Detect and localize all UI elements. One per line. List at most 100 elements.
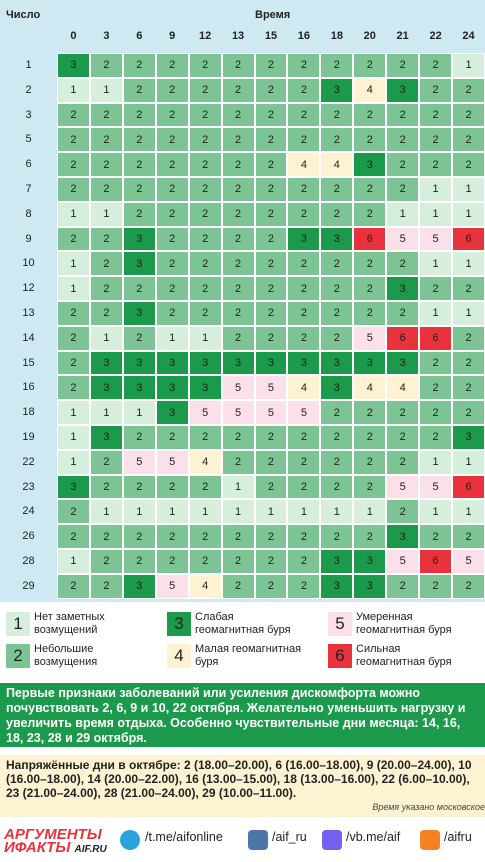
cell: 2: [386, 152, 420, 177]
day-label: 2: [25, 83, 32, 96]
cell: 6: [419, 549, 453, 574]
cell: 2: [57, 375, 90, 401]
cell: 1: [419, 251, 453, 277]
cell: 6: [353, 226, 387, 252]
cell: 2: [287, 251, 321, 277]
cell: 2: [57, 102, 90, 128]
cell: 2: [89, 301, 123, 326]
cell: 2: [155, 276, 189, 301]
column-label: 16: [297, 30, 311, 42]
cell: 2: [155, 226, 189, 252]
cell: 2: [419, 375, 453, 401]
legend-swatch: 4: [167, 644, 191, 668]
cell: 2: [254, 549, 288, 574]
cell: 2: [57, 573, 90, 599]
cell: 2: [320, 251, 354, 277]
cell: 2: [221, 177, 255, 202]
cell: 3: [386, 276, 420, 301]
cell: 2: [419, 127, 453, 153]
cell: 2: [155, 127, 189, 153]
day-label: 13: [22, 307, 35, 319]
cell: 6: [452, 226, 485, 252]
link[interactable]: /t.me/aifonline: [145, 830, 223, 844]
cell: 1: [57, 425, 90, 450]
cell: 1: [89, 499, 123, 525]
cell: 2: [254, 301, 288, 326]
day-label: 10: [22, 257, 35, 270]
logo: АРГУМЕНТЫ ИФАКТЫ AIF.RU: [4, 826, 107, 856]
link[interactable]: /vb.me/aif: [346, 830, 401, 844]
column-label: 13: [231, 30, 245, 42]
cell: 1: [452, 201, 485, 227]
cell: 2: [122, 425, 156, 450]
cell: 2: [452, 77, 485, 103]
cell: 2: [320, 127, 354, 153]
cell: 2: [122, 102, 156, 128]
cell: 2: [89, 226, 123, 252]
cell: 5: [155, 573, 189, 599]
cell: 2: [122, 524, 156, 549]
cell: 2: [287, 127, 321, 153]
link[interactable]: /aif_ru: [272, 830, 307, 844]
cell: 1: [155, 325, 189, 351]
cell: 2: [155, 474, 189, 500]
day-label: 16: [22, 381, 35, 394]
cell: 5: [188, 400, 222, 425]
cell: 1: [188, 499, 222, 525]
cell: 3: [320, 77, 354, 103]
cell: 2: [353, 127, 387, 153]
cell: 2: [188, 102, 222, 128]
day-label: 6: [25, 158, 32, 171]
cell: 2: [386, 53, 420, 78]
column-label: 20: [363, 30, 376, 42]
cell: 4: [353, 375, 387, 401]
cell: 3: [452, 425, 485, 450]
cell: 2: [320, 201, 354, 227]
legend-swatch: 5: [328, 612, 352, 636]
cell: 2: [221, 127, 255, 153]
cell: 2: [221, 152, 255, 177]
cell: 1: [452, 177, 485, 202]
cell: 2: [452, 276, 485, 301]
cell: 2: [254, 474, 288, 500]
cell: 3: [287, 350, 321, 376]
logo-top: АРГУМЕНТЫ: [4, 826, 102, 843]
cell: 2: [155, 549, 189, 574]
cell: 1: [254, 499, 288, 525]
cell: 2: [452, 127, 485, 153]
cell: 2: [122, 549, 156, 574]
cell: 2: [353, 449, 387, 475]
legend-swatch: 3: [167, 612, 191, 636]
cell: 2: [155, 524, 189, 549]
cell: 1: [320, 499, 354, 525]
cell: 2: [320, 102, 354, 128]
cell: 2: [386, 573, 420, 599]
cell: 5: [287, 400, 321, 425]
table: Число Время 0 3 6 9 12 13 15 16 18 20 21 22 24 1 3 2 2 2 2…: [0, 0, 485, 602]
cell: 2: [287, 449, 321, 475]
cell: 2: [320, 276, 354, 301]
cell: 2: [221, 573, 255, 599]
cell: 2: [188, 425, 222, 450]
link[interactable]: /aifru: [444, 830, 472, 844]
legend-label: Умеренная геомагнитная буря: [356, 611, 452, 636]
cell: 2: [254, 201, 288, 227]
cell: 1: [57, 77, 90, 103]
cell: 2: [188, 549, 222, 574]
cell: 2: [287, 77, 321, 103]
cell: 6: [452, 474, 485, 500]
cell: 1: [452, 449, 485, 475]
cell: 2: [320, 53, 354, 78]
cell: 4: [287, 375, 321, 401]
column-label: 9: [169, 30, 176, 42]
cell: 2: [89, 177, 123, 202]
cell: 1: [122, 400, 156, 425]
cell: 3: [386, 77, 420, 103]
cell: 2: [386, 102, 420, 128]
day-label: 8: [25, 207, 32, 220]
cell: 5: [419, 226, 453, 252]
cell: 2: [452, 102, 485, 128]
cell: 1: [89, 201, 123, 227]
cell: 2: [188, 77, 222, 103]
